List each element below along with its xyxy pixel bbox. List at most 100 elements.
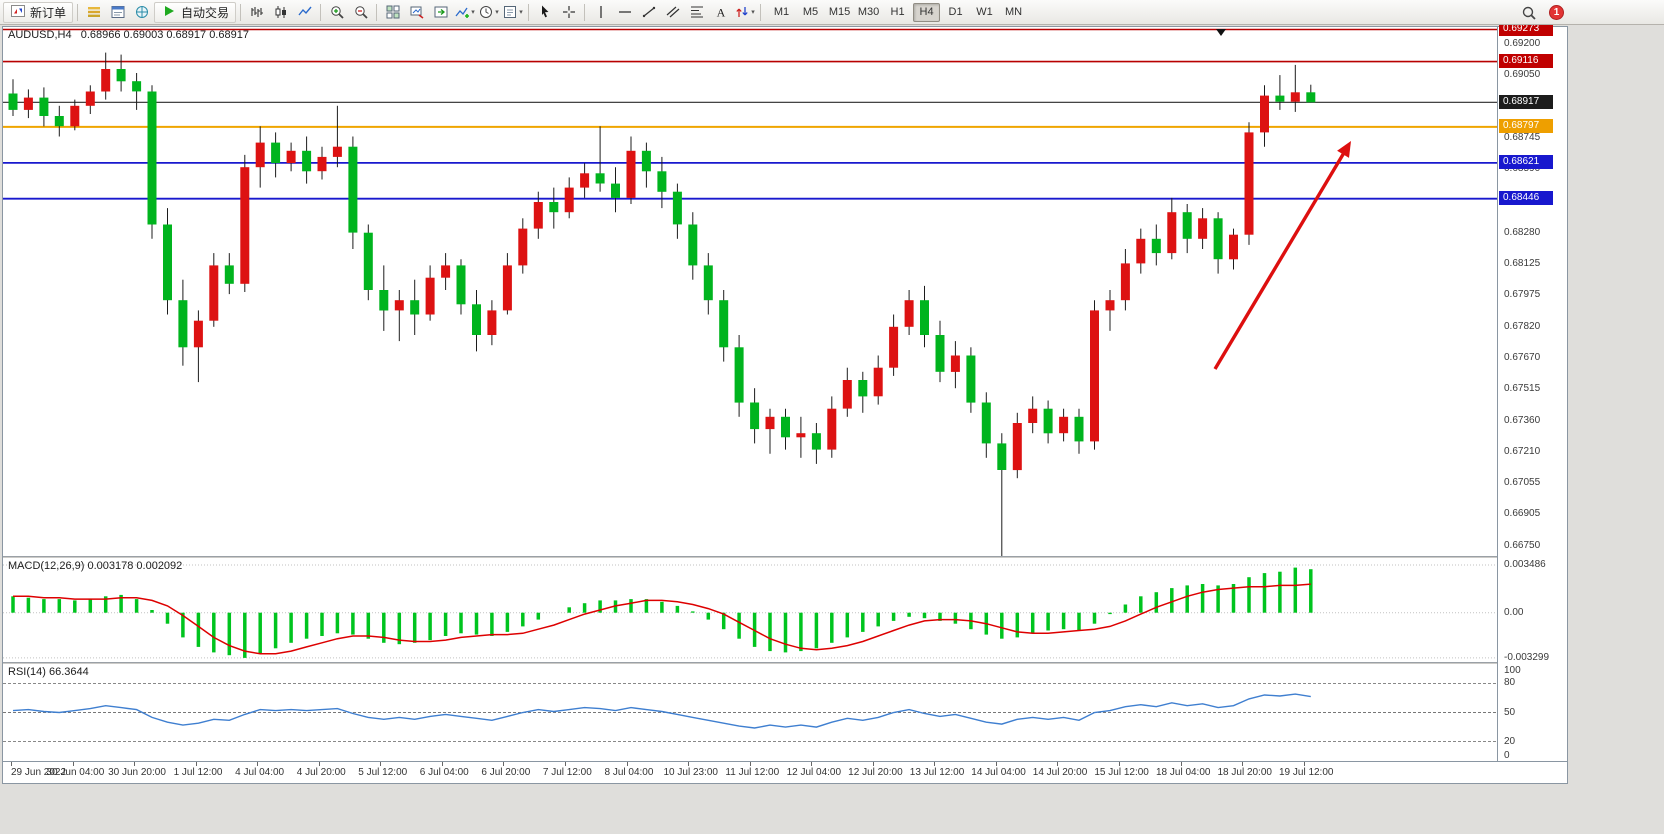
vertical-line-icon[interactable] [589,2,612,23]
timeframe-button-m1[interactable]: M1 [773,6,790,18]
panel-splitter[interactable] [3,556,1567,558]
autotrading-button[interactable]: 自动交易 [154,1,237,23]
time-label: 10 Jul 23:00 [663,767,718,778]
symbol-info: AUDUSD,H4 0.68966 0.69003 0.68917 0.6891… [8,29,249,41]
time-tick [1180,762,1182,766]
price-badge: 0.68446 [1499,191,1553,206]
navigator-icon[interactable] [130,2,153,23]
zoom-out-icon[interactable] [349,2,372,23]
arrows-tool-icon[interactable]: ▾ [733,2,756,23]
timeframe-button-m5[interactable]: M5 [802,6,819,18]
zoom-in-icon[interactable] [325,2,348,23]
toolbar-separator [760,3,762,21]
toolbar-separator [240,3,242,21]
data-window-icon[interactable] [106,2,129,23]
time-label: 14 Jul 04:00 [971,767,1026,778]
toolbar-right: 1 [1517,2,1564,23]
price-badge: 0.68621 [1499,155,1553,170]
time-tick [1303,762,1305,766]
price-badge: 0.69273 [1499,22,1553,36]
price-axis[interactable]: 0.692000.690500.689050.687450.685900.684… [1497,22,1567,761]
time-label: 4 Jul 20:00 [296,767,346,778]
time-axis[interactable]: 29 Jun 2022 30 Jun 04:00 30 Jun 20:00 1 Jul… [3,761,1567,783]
candlestick-chart-icon[interactable] [269,2,292,23]
fibonacci-icon[interactable] [685,2,708,23]
time-tick [195,762,197,766]
macd-axis-label: 0.00 [1504,606,1524,618]
auto-arrange-icon[interactable] [405,2,428,23]
time-tick [441,762,443,766]
new-order-icon [10,3,26,22]
timeframe-button-m15[interactable]: M15 [828,6,851,18]
timeframe-button-h1[interactable]: H1 [890,6,905,18]
time-label: 4 Jul 04:00 [235,767,285,778]
time-tick [11,762,12,766]
templates-icon[interactable]: ▾ [501,2,524,23]
time-label: 19 Jul 12:00 [1278,767,1334,778]
periods-icon[interactable]: ▾ [477,2,500,23]
macd-panel[interactable]: MACD(12,26,9) 0.003178 0.002092 [3,558,1497,662]
toolbar-items: 新订单 自动交易 ▾ ▾ ▾ A ▾ M1 M5 M15 M30 H1 H4 D1 W1 MN [3,0,1028,24]
time-label: 6 Jul 04:00 [419,767,469,778]
timeframe-button-mn[interactable]: MN [1004,6,1023,18]
price-tick-label: 0.67670 [1504,351,1541,363]
time-tick [811,762,813,766]
trendline-icon[interactable] [637,2,660,23]
crosshair-icon[interactable] [557,2,580,23]
time-tick [1118,762,1120,766]
cursor-icon[interactable] [533,2,556,23]
timeframe-group: M1 M5 M15 M30 H1 H4 D1 W1 MN [767,2,1028,22]
price-badge: 0.69116 [1499,54,1553,69]
dropdown-caret-icon: ▾ [751,9,755,16]
timeframe-button-d1[interactable]: D1 [948,6,963,18]
new-order-button[interactable]: 新订单 [3,1,74,23]
price-tick-label: 0.66905 [1504,508,1541,519]
time-label: 11 Jul 12:00 [725,767,780,778]
time-label: 6 Jul 20:00 [481,767,531,778]
time-tick [134,762,136,766]
timeframe-button-h4[interactable]: H4 [913,2,941,22]
horizontal-line-icon[interactable] [613,2,636,23]
notification-badge[interactable]: 1 [1549,5,1564,20]
macd-axis-label: -0.003299 [1504,651,1550,663]
panel-splitter[interactable] [3,662,1567,664]
price-tick-label: 0.68745 [1504,131,1541,143]
channel-icon[interactable] [661,2,684,23]
price-tick-label: 0.68125 [1504,258,1541,270]
macd-axis-label: 0.003486 [1504,559,1546,570]
timeframe-button-m30[interactable]: M30 [857,6,880,18]
text-tool-icon[interactable]: A [709,2,732,23]
market-watch-icon[interactable] [82,2,105,23]
rsi-axis-label: 0 [1504,750,1510,761]
time-label: 29 Jun 2022 [11,767,67,778]
time-tick [380,762,382,766]
time-tick [934,762,936,766]
price-tick-label: 0.67975 [1504,289,1541,301]
time-tick [318,762,320,766]
chart-shift-icon[interactable] [429,2,452,23]
macd-label: MACD(12,26,9) 0.003178 0.002092 [8,560,183,572]
dropdown-caret-icon: ▾ [495,9,499,16]
main-chart-panel[interactable]: AUDUSD,H4 0.68966 0.69003 0.68917 0.6891… [3,27,1497,556]
time-label: 30 Jun 04:00 [46,767,105,778]
time-label: 13 Jul 12:00 [909,767,965,778]
tile-windows-icon[interactable] [381,2,404,23]
time-tick [995,762,997,766]
candlestick-chart [3,28,1497,556]
timeframe-button-w1[interactable]: W1 [976,6,993,18]
toolbar-separator [320,3,322,21]
rsi-panel[interactable]: RSI(14) 66.3644 [3,664,1497,761]
time-label: 1 Jul 12:00 [173,767,223,778]
time-label: 7 Jul 12:00 [542,767,592,778]
price-badge: 0.68797 [1499,119,1553,134]
search-icon[interactable] [1517,2,1540,23]
price-tick-label: 0.66750 [1504,539,1541,551]
bar-chart-icon[interactable] [245,2,268,23]
line-chart-icon[interactable] [293,2,316,23]
price-tick-label: 0.67210 [1504,445,1541,457]
top-marker-icon [1216,29,1226,36]
add-indicator-icon[interactable]: ▾ [453,2,476,23]
toolbar-separator [584,3,586,21]
rsi-chart [3,682,1497,743]
time-label: 12 Jul 20:00 [848,767,903,778]
